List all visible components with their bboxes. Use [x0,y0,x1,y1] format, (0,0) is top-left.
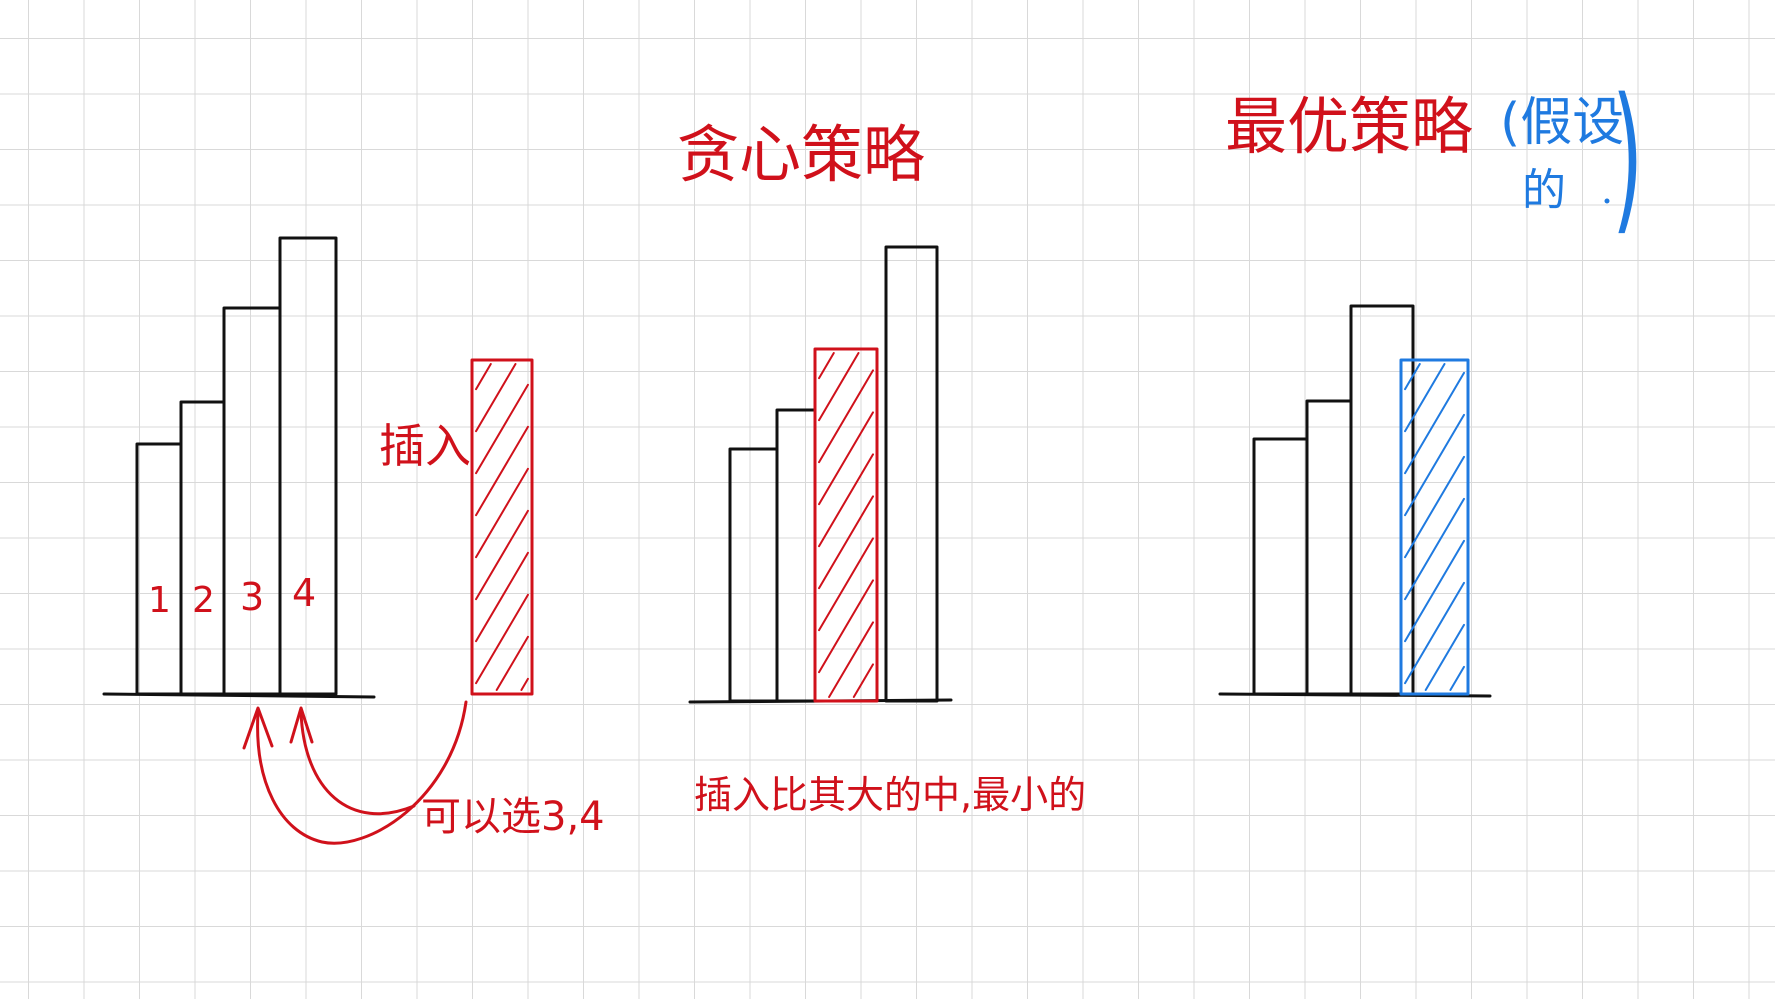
hatch-line [818,411,874,506]
greedy-bar-2 [775,408,817,703]
hatch-line [1404,363,1446,433]
hatch-line [818,352,835,380]
choice-arrowhead-inner [289,706,314,744]
hatch-line [475,383,529,475]
choice-arrow-outer [256,700,468,845]
example-bar-number-4: 4 [292,571,316,615]
hatch-line [495,635,529,691]
hatch-line [818,369,874,464]
hatch-line [852,663,874,698]
optimal-title: 最优策略 [1225,90,1473,163]
example-bar-number-3: 3 [240,575,264,619]
optimal-diagram: 最优策略 (假设 的 ) [1218,64,1643,698]
hatch-line [475,363,492,391]
greedy-note: 插入比其大的中,最小的 [694,773,1086,817]
hatch-line [818,495,874,590]
hatch-line [475,425,529,517]
hatch-line [520,677,529,691]
hatch-line [828,621,874,698]
greedy-title: 贪心策略 [677,118,925,191]
hatch-line [1404,455,1465,559]
example-bar-1 [135,442,183,696]
choice-arrowhead-outer [242,706,274,750]
hatch-line [1404,413,1465,517]
choice-arrow-inner [299,710,416,816]
greedy-inserted-bar-hatching [818,352,874,698]
greedy-diagram: 贪心策略 插入比其大的中,最小的 [677,118,1086,817]
hatch-line [818,579,874,674]
example-bar-4 [278,236,338,696]
optimal-aside-line2: 的 [1522,165,1566,216]
hatch-line [1449,665,1465,691]
hatch-line [1404,497,1465,601]
hatch-line [818,453,874,548]
optimal-aside-close: ) [1612,64,1643,250]
optimal-bar-3 [1349,304,1415,696]
optimal-bar-2 [1305,399,1353,696]
hatch-line [1404,363,1421,391]
greedy-bar-1 [728,447,779,703]
inserted-bar-hatching [475,363,529,691]
example-bar-3 [222,306,282,696]
example-bar-2 [179,400,226,696]
hatch-line [818,352,860,422]
optimal-inserted-bar-hatching [1404,363,1465,691]
inserted-bar [470,358,534,696]
hatch-line [475,363,517,433]
insert-label: 插入 [379,419,471,473]
hatch-line [1404,539,1465,643]
optimal-inserted-bar [1399,358,1470,696]
example-bar-number-2: 2 [192,580,215,621]
example-diagram: 1 2 3 4 插入 可以选3,4 [102,236,605,845]
hatch-line [818,537,874,632]
hatch-line [475,509,529,601]
optimal-aside-dot [1604,198,1610,204]
hatch-line [475,551,529,643]
hatch-line [1424,623,1465,691]
hatch-line [475,467,529,559]
hatch-line [1404,581,1465,685]
greedy-inserted-bar [813,347,879,703]
optimal-aside-line1: (假设 [1500,93,1624,153]
choice-note: 可以选3,4 [421,794,605,840]
hatch-line [1404,371,1465,475]
hatch-line [475,593,529,685]
greedy-bar-tall [884,245,939,703]
optimal-bar-1 [1252,437,1309,696]
example-bar-number-1: 1 [148,580,171,621]
